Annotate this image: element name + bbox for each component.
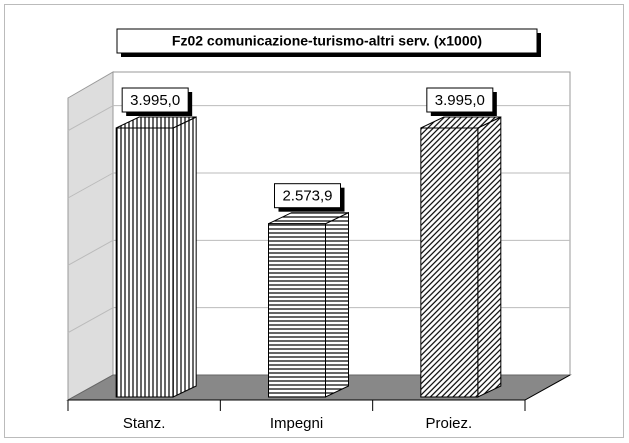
grid-line [67,307,114,334]
side-wall [67,71,114,401]
title-box [116,28,538,54]
data-label: 3.995,0 [130,92,180,109]
x-tick-label: Stanz. [123,415,166,432]
grid-line [67,172,114,199]
bar-side [325,211,349,398]
bar [268,223,326,398]
chart-title: Fz02 comunicazione-turismo-altri serv. (… [172,33,482,49]
x-axis-edge [524,374,571,401]
x-tick-label: Impegni [270,415,323,432]
grid-line [67,239,114,266]
label-box [121,87,189,113]
x-tick-label: Proiez. [425,415,472,432]
label-box [274,183,341,209]
label-box [426,87,494,113]
data-label: 2.573,9 [282,188,332,205]
bar-side [477,116,502,398]
grid-line [67,105,114,132]
bar [115,127,174,398]
bar-side [172,116,197,398]
data-label: 3.995,0 [435,92,485,109]
bar [420,127,479,398]
